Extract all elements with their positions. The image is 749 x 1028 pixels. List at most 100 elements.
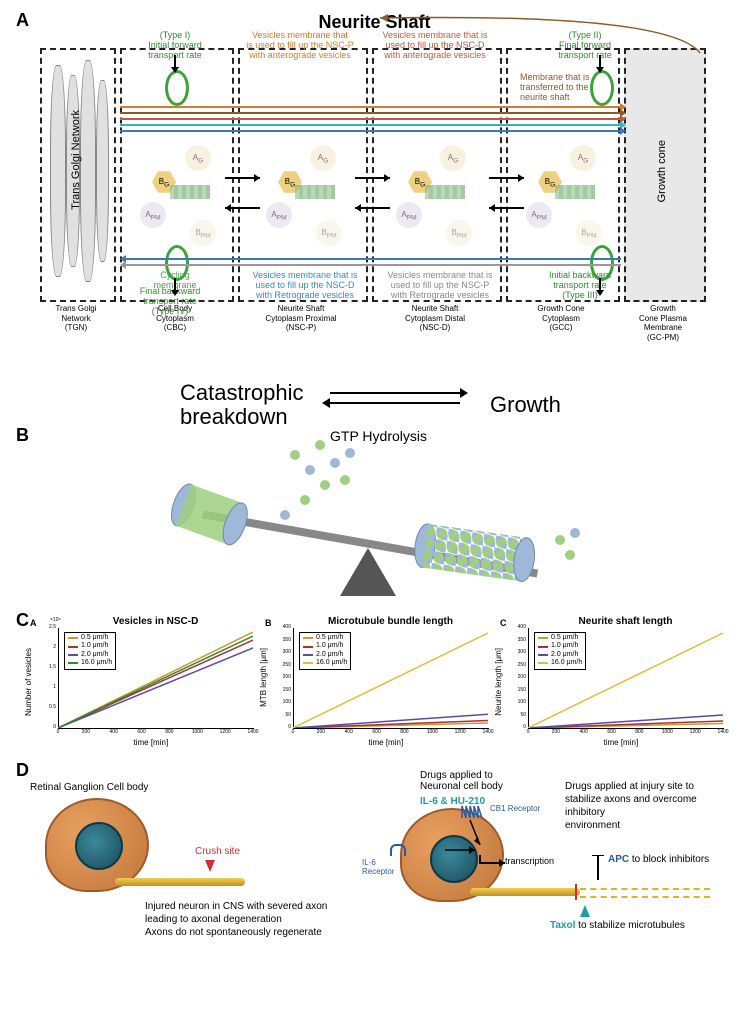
crush-label: Crush site [195, 846, 240, 857]
xtick: 1200 [452, 730, 468, 735]
oval-type1 [165, 70, 189, 106]
chart-sublabel: C [500, 618, 507, 628]
golgi-stack [96, 80, 109, 262]
mol-bpm: BPM [316, 220, 342, 246]
ytick: 250 [510, 663, 526, 668]
chart: AVesicles in NSC-D0200400600800100012001… [58, 628, 253, 758]
arrow-blue-top [120, 130, 620, 132]
mol-apm: APM [140, 202, 166, 228]
xtick: 200 [78, 730, 94, 735]
mol-ag: AG [185, 145, 211, 171]
xtick: 200 [548, 730, 564, 735]
xtick: 1000 [424, 730, 440, 735]
bead [340, 475, 350, 485]
xtick: 800 [161, 730, 177, 735]
ytick: 200 [510, 675, 526, 680]
xtick: 0 [50, 730, 66, 735]
xlabel: time [min] [134, 738, 169, 747]
ytick: 150 [510, 688, 526, 693]
mol-ag: AG [570, 145, 596, 171]
cb1: CB1 Receptor [490, 804, 540, 813]
bead [290, 450, 300, 460]
xtick: 600 [369, 730, 385, 735]
arrow-brown [120, 112, 620, 114]
mt-block [170, 185, 210, 199]
black-arrows [484, 170, 534, 220]
mt-block [425, 185, 465, 199]
arrow-cyan [120, 124, 620, 126]
eq-arrow-r [330, 392, 460, 394]
taxol: Taxol to stabilize microtubules [550, 920, 685, 931]
crush-arrow [205, 860, 215, 872]
axon-right [470, 888, 580, 896]
xtick: 600 [604, 730, 620, 735]
ytick: 50 [275, 713, 291, 718]
ytick: 0 [510, 725, 526, 730]
box-gcpm: Growth cone [624, 48, 706, 302]
transcription: transcription [505, 856, 554, 866]
xlabel: time [min] [369, 738, 404, 747]
seesaw-fulcrum [340, 548, 396, 596]
xtick: 800 [631, 730, 647, 735]
panel-b-label: B [16, 425, 29, 446]
left-note: Injured neuron in CNS with severed axonl… [145, 900, 365, 939]
xtick: 0 [285, 730, 301, 735]
ytick: 100 [510, 700, 526, 705]
xtick: 200 [313, 730, 329, 735]
chart-title: Vesicles in NSC-D [58, 616, 253, 627]
eq-arrow-l [330, 402, 460, 404]
black-arrows [220, 170, 270, 220]
gtp: GTP Hydrolysis [330, 428, 427, 444]
legend: 0.5 μm/h1.0 μm/h2.0 μm/h16.0 μm/h [299, 632, 351, 670]
ytick: 50 [510, 713, 526, 718]
panel-c-label: C [16, 610, 29, 631]
panel-b: B Catastrophic breakdown Growth GTP Hydr… [10, 380, 739, 610]
chart: CNeurite shaft length0200400600800100012… [528, 628, 723, 758]
ytick: 2 [40, 645, 56, 650]
ylabel: Neurite length [μm] [494, 648, 503, 716]
type3: Initial backwardtransport rate(Type III) [540, 270, 620, 300]
bead [280, 510, 290, 520]
chart-sublabel: A [30, 618, 37, 628]
xtick: 400 [106, 730, 122, 735]
bead [565, 550, 575, 560]
arrow-blue-bot [126, 258, 621, 260]
axon-dashed [580, 896, 710, 898]
eq-left-bot: breakdown [180, 404, 288, 430]
xtick: 400 [576, 730, 592, 735]
ytick: 300 [510, 650, 526, 655]
ann-blue: Vesicles membrane that isused to fill up… [245, 270, 365, 300]
bead [300, 495, 310, 505]
figure-root: A Neurite Shaft Trans Golgi Network Grow… [10, 10, 739, 970]
xtick: 0 [520, 730, 536, 735]
xlabel: time [min] [604, 738, 639, 747]
ytick: 150 [275, 688, 291, 693]
mol-bpm: BPM [446, 220, 472, 246]
ytick: 300 [275, 650, 291, 655]
chart-title: Microtubule bundle length [293, 616, 488, 627]
eq-left-top: Catastrophic [180, 380, 304, 406]
axon-dashed [580, 888, 710, 890]
ylabel-exp: ×10⁴ [50, 618, 61, 623]
down-arrow [595, 278, 605, 298]
mol-bpm: BPM [190, 220, 216, 246]
ytick: 1 [40, 685, 56, 690]
ann-grey-bot: Vesicles membrane that isused to fill up… [380, 270, 500, 300]
mol-ag: AG [440, 145, 466, 171]
panel-a-label: A [16, 10, 29, 31]
tubule-right [410, 520, 570, 590]
xtick: 400 [341, 730, 357, 735]
box-tgn: Trans Golgi Network [40, 48, 116, 302]
taxol-arrow [580, 905, 590, 917]
bead [315, 440, 325, 450]
oval-type2 [590, 70, 614, 106]
bead [570, 528, 580, 538]
xtick: 600 [134, 730, 150, 735]
ytick: 1.5 [40, 665, 56, 670]
arrow-grey-bot [126, 264, 621, 266]
mt-block [295, 185, 335, 199]
ann-orange: Vesicles membrane thatis used to fill up… [245, 30, 355, 60]
xtick: 1200 [217, 730, 233, 735]
xtick: 1200 [687, 730, 703, 735]
golgi-stack [50, 65, 66, 277]
